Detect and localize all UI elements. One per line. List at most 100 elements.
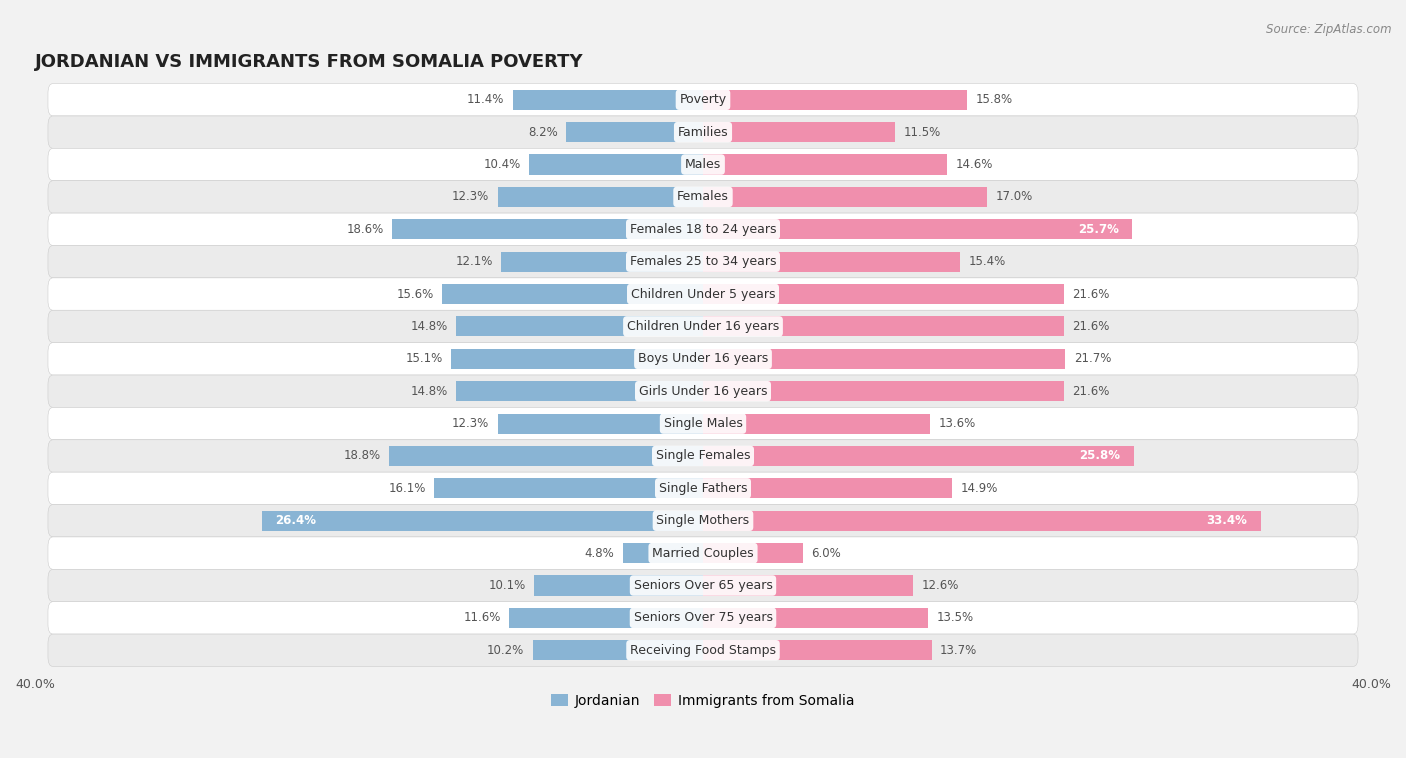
Text: 17.0%: 17.0% bbox=[995, 190, 1032, 203]
Text: 11.5%: 11.5% bbox=[904, 126, 941, 139]
Text: 21.6%: 21.6% bbox=[1073, 287, 1109, 301]
Bar bbox=[623, 543, 703, 563]
Text: Single Females: Single Females bbox=[655, 449, 751, 462]
FancyBboxPatch shape bbox=[48, 440, 1358, 472]
Text: 14.9%: 14.9% bbox=[960, 482, 998, 495]
FancyBboxPatch shape bbox=[48, 180, 1358, 213]
Text: 15.1%: 15.1% bbox=[405, 352, 443, 365]
FancyBboxPatch shape bbox=[48, 602, 1358, 634]
Bar bbox=[443, 284, 703, 304]
Text: 10.2%: 10.2% bbox=[486, 644, 524, 656]
Bar bbox=[456, 316, 703, 337]
Text: 10.1%: 10.1% bbox=[489, 579, 526, 592]
Text: 26.4%: 26.4% bbox=[276, 514, 316, 528]
Bar bbox=[703, 219, 1132, 240]
Bar bbox=[703, 446, 1133, 466]
Text: 15.4%: 15.4% bbox=[969, 255, 1005, 268]
Bar bbox=[498, 187, 703, 207]
Bar bbox=[703, 187, 987, 207]
Text: 18.6%: 18.6% bbox=[347, 223, 384, 236]
Text: 6.0%: 6.0% bbox=[811, 547, 841, 559]
Text: Seniors Over 75 years: Seniors Over 75 years bbox=[634, 612, 772, 625]
Bar bbox=[703, 316, 1064, 337]
Bar bbox=[703, 122, 896, 143]
Bar bbox=[392, 219, 703, 240]
FancyBboxPatch shape bbox=[48, 83, 1358, 116]
FancyBboxPatch shape bbox=[48, 343, 1358, 375]
Text: 21.7%: 21.7% bbox=[1074, 352, 1111, 365]
Bar bbox=[703, 641, 932, 660]
Text: Girls Under 16 years: Girls Under 16 years bbox=[638, 385, 768, 398]
Bar bbox=[703, 478, 952, 499]
Text: Single Mothers: Single Mothers bbox=[657, 514, 749, 528]
Bar bbox=[533, 641, 703, 660]
Text: Seniors Over 65 years: Seniors Over 65 years bbox=[634, 579, 772, 592]
Bar bbox=[513, 89, 703, 110]
Bar bbox=[703, 414, 931, 434]
Bar bbox=[509, 608, 703, 628]
Bar bbox=[703, 252, 960, 271]
FancyBboxPatch shape bbox=[48, 634, 1358, 666]
Text: Families: Families bbox=[678, 126, 728, 139]
Bar bbox=[389, 446, 703, 466]
FancyBboxPatch shape bbox=[48, 213, 1358, 246]
Text: Females 18 to 24 years: Females 18 to 24 years bbox=[630, 223, 776, 236]
FancyBboxPatch shape bbox=[48, 149, 1358, 180]
Text: Poverty: Poverty bbox=[679, 93, 727, 106]
Legend: Jordanian, Immigrants from Somalia: Jordanian, Immigrants from Somalia bbox=[546, 688, 860, 713]
Text: 21.6%: 21.6% bbox=[1073, 385, 1109, 398]
Text: 25.8%: 25.8% bbox=[1080, 449, 1121, 462]
Text: Boys Under 16 years: Boys Under 16 years bbox=[638, 352, 768, 365]
Bar bbox=[703, 381, 1064, 401]
Text: Children Under 5 years: Children Under 5 years bbox=[631, 287, 775, 301]
Bar bbox=[434, 478, 703, 499]
Bar bbox=[534, 575, 703, 596]
Text: 13.5%: 13.5% bbox=[936, 612, 974, 625]
Text: Males: Males bbox=[685, 158, 721, 171]
Text: Receiving Food Stamps: Receiving Food Stamps bbox=[630, 644, 776, 656]
Bar bbox=[501, 252, 703, 271]
Bar bbox=[456, 381, 703, 401]
Text: 15.6%: 15.6% bbox=[396, 287, 434, 301]
Bar bbox=[703, 155, 946, 174]
Bar bbox=[262, 511, 703, 531]
Text: 12.6%: 12.6% bbox=[922, 579, 959, 592]
Text: Source: ZipAtlas.com: Source: ZipAtlas.com bbox=[1267, 23, 1392, 36]
Text: 11.4%: 11.4% bbox=[467, 93, 505, 106]
FancyBboxPatch shape bbox=[48, 537, 1358, 569]
Text: 4.8%: 4.8% bbox=[585, 547, 614, 559]
Text: Females 25 to 34 years: Females 25 to 34 years bbox=[630, 255, 776, 268]
Text: 11.6%: 11.6% bbox=[464, 612, 501, 625]
Text: Single Males: Single Males bbox=[664, 417, 742, 430]
Text: 13.6%: 13.6% bbox=[938, 417, 976, 430]
Text: 16.1%: 16.1% bbox=[388, 482, 426, 495]
Text: 12.1%: 12.1% bbox=[456, 255, 492, 268]
Text: JORDANIAN VS IMMIGRANTS FROM SOMALIA POVERTY: JORDANIAN VS IMMIGRANTS FROM SOMALIA POV… bbox=[35, 53, 583, 71]
Bar bbox=[703, 608, 928, 628]
Bar bbox=[703, 511, 1261, 531]
FancyBboxPatch shape bbox=[48, 278, 1358, 310]
Text: 25.7%: 25.7% bbox=[1078, 223, 1119, 236]
Bar bbox=[451, 349, 703, 369]
FancyBboxPatch shape bbox=[48, 116, 1358, 149]
FancyBboxPatch shape bbox=[48, 310, 1358, 343]
Text: 14.8%: 14.8% bbox=[411, 320, 447, 333]
FancyBboxPatch shape bbox=[48, 569, 1358, 602]
Text: 13.7%: 13.7% bbox=[941, 644, 977, 656]
Bar bbox=[703, 284, 1064, 304]
Text: Married Couples: Married Couples bbox=[652, 547, 754, 559]
Bar bbox=[529, 155, 703, 174]
Text: 12.3%: 12.3% bbox=[451, 190, 489, 203]
Text: 33.4%: 33.4% bbox=[1206, 514, 1247, 528]
Text: Children Under 16 years: Children Under 16 years bbox=[627, 320, 779, 333]
Text: 8.2%: 8.2% bbox=[527, 126, 558, 139]
Bar bbox=[703, 543, 803, 563]
FancyBboxPatch shape bbox=[48, 407, 1358, 440]
Text: 14.8%: 14.8% bbox=[411, 385, 447, 398]
Text: 12.3%: 12.3% bbox=[451, 417, 489, 430]
Text: Females: Females bbox=[678, 190, 728, 203]
Text: 10.4%: 10.4% bbox=[484, 158, 522, 171]
Bar bbox=[703, 575, 914, 596]
Text: 21.6%: 21.6% bbox=[1073, 320, 1109, 333]
FancyBboxPatch shape bbox=[48, 246, 1358, 278]
